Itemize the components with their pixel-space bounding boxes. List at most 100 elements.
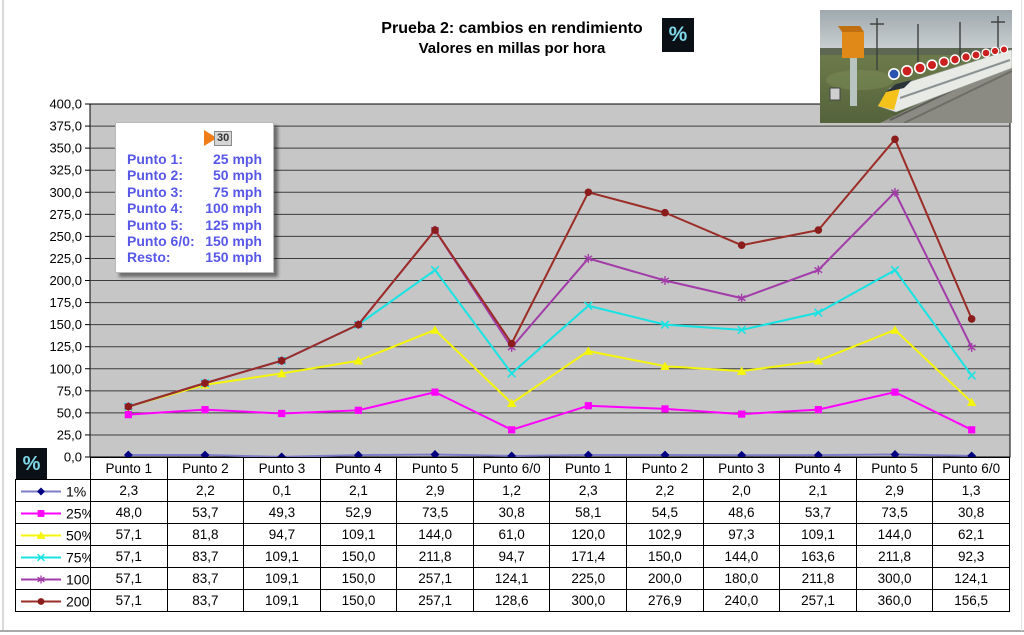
table-cell: 211,8 xyxy=(855,545,934,568)
series-marker xyxy=(430,325,440,334)
series-marker xyxy=(277,356,286,365)
speed-legend-label: Punto 1: xyxy=(127,151,183,167)
speed-legend-row: Punto 6/0: 150 mph xyxy=(127,233,262,249)
legend-swatch-50% xyxy=(21,530,61,539)
table-cell: 150,0 xyxy=(319,567,398,590)
y-axis-label: 375,0 xyxy=(49,119,82,134)
table-cell: 52,9 xyxy=(319,501,398,524)
series-marker xyxy=(354,320,363,330)
series-name: 25% xyxy=(66,505,90,522)
series-marker xyxy=(583,346,594,355)
table-cell: 57,1 xyxy=(90,567,168,590)
table-cell: 2,9 xyxy=(396,479,474,502)
series-marker xyxy=(277,356,287,366)
table-row: 25%48,053,749,352,973,530,858,154,548,65… xyxy=(15,501,1010,524)
table-cell: 73,5 xyxy=(396,501,474,524)
speed-legend-label: Punto 5: xyxy=(127,216,183,233)
table-cell: 73,5 xyxy=(855,501,934,524)
series-name: 100% xyxy=(66,571,90,588)
series-marker xyxy=(507,339,516,348)
table-cell: 48,6 xyxy=(702,501,781,524)
y-axis-label: 300,0 xyxy=(49,185,82,200)
table-column-header: Punto 2 xyxy=(626,457,704,480)
series-label-cell: 100% xyxy=(15,567,91,590)
table-cell: 49,3 xyxy=(243,501,321,524)
table-cell: 109,1 xyxy=(243,545,321,568)
percent-icon: % xyxy=(662,18,694,52)
table-cell: 53,7 xyxy=(779,501,857,524)
legend-swatch-25% xyxy=(21,509,61,517)
table-row: 50%57,181,894,7109,1144,061,0120,0102,99… xyxy=(15,523,1010,546)
table-column-header: Punto 2 xyxy=(166,457,245,480)
series-marker xyxy=(813,356,824,365)
series-marker xyxy=(737,293,746,303)
table-cell: 144,0 xyxy=(396,523,474,546)
table-column-header: Punto 6/0 xyxy=(472,457,551,480)
table-cell: 156,5 xyxy=(932,589,1010,612)
table-cell: 97,3 xyxy=(702,523,781,546)
table-cell: 124,1 xyxy=(472,567,551,590)
series-marker xyxy=(814,265,823,275)
table-cell: 128,6 xyxy=(472,589,551,612)
table-cell: 57,1 xyxy=(90,523,168,546)
series-marker xyxy=(660,276,670,285)
table-cell: 360,0 xyxy=(855,589,934,612)
series-line-25% xyxy=(128,391,973,431)
y-axis-label: 325,0 xyxy=(49,163,82,178)
table-cell: 58,1 xyxy=(549,501,628,524)
star-marker-icon xyxy=(37,575,45,584)
speed-sign-icon: 30 xyxy=(116,127,273,149)
table-cell: 81,8 xyxy=(166,523,245,546)
series-marker xyxy=(968,426,976,434)
series-label-cell: 1% xyxy=(15,479,91,502)
table-cell: 62,1 xyxy=(932,523,1010,546)
series-label-cell: 25% xyxy=(15,501,91,524)
speed-legend-value: 25 mph xyxy=(212,151,262,167)
series-marker xyxy=(813,308,823,317)
series-marker xyxy=(584,254,593,263)
table-column-header: Punto 1 xyxy=(549,457,628,480)
speed-legend-box: 30 Punto 1: 25 mph Punto 2: 50 mph Punto 3… xyxy=(115,122,274,273)
speed-legend-label: Punto 3: xyxy=(127,183,183,200)
speed-legend-label: Punto 2: xyxy=(127,167,183,184)
chart-subtitle: Valores en millas por hora xyxy=(418,40,606,58)
table-cell: 83,7 xyxy=(166,589,245,612)
table-cell: 211,8 xyxy=(396,545,474,568)
table-row: 200%57,183,7109,1150,0257,1128,6300,0276… xyxy=(15,589,1010,612)
series-marker xyxy=(814,226,823,234)
series-marker xyxy=(353,356,364,365)
x-marker-icon xyxy=(37,553,45,562)
table-cell: 211,8 xyxy=(779,567,857,590)
y-axis-label: 100,0 xyxy=(49,361,82,376)
table-cell: 124,1 xyxy=(932,567,1010,590)
series-marker xyxy=(124,402,133,412)
speed-legend-value: 125 mph xyxy=(205,216,262,233)
series-marker xyxy=(354,320,363,329)
table-column-header: Punto 1 xyxy=(90,457,168,480)
table-column-header: Punto 5 xyxy=(396,457,474,480)
train-photo xyxy=(820,10,1012,123)
chart-title-block: Prueba 2: cambios en rendimiento Valores… xyxy=(0,18,1024,59)
table-cell: 2,1 xyxy=(319,479,398,502)
series-marker xyxy=(584,188,593,197)
table-cell: 300,0 xyxy=(855,567,934,590)
series-marker xyxy=(200,380,210,389)
legend-swatch-1% xyxy=(21,487,61,496)
series-marker xyxy=(124,402,133,411)
table-cell: 54,5 xyxy=(626,501,704,524)
speed-legend-value: 100 mph xyxy=(205,200,262,217)
table-cell: 257,1 xyxy=(396,589,474,612)
circle-marker-icon xyxy=(37,597,45,605)
y-axis-label: 125,0 xyxy=(49,339,82,354)
table-cell: 109,1 xyxy=(779,523,857,546)
table-cell: 61,0 xyxy=(472,523,551,546)
speed-legend-label: Resto: xyxy=(127,249,171,266)
y-axis-label: 150,0 xyxy=(49,317,82,332)
series-marker xyxy=(661,208,669,217)
series-marker xyxy=(123,402,134,411)
table-column-header: Punto 4 xyxy=(779,457,857,480)
table-cell: 257,1 xyxy=(396,567,474,590)
series-marker xyxy=(506,398,517,407)
table-cell: 83,7 xyxy=(166,545,245,568)
table-cell: 1,2 xyxy=(472,479,551,502)
